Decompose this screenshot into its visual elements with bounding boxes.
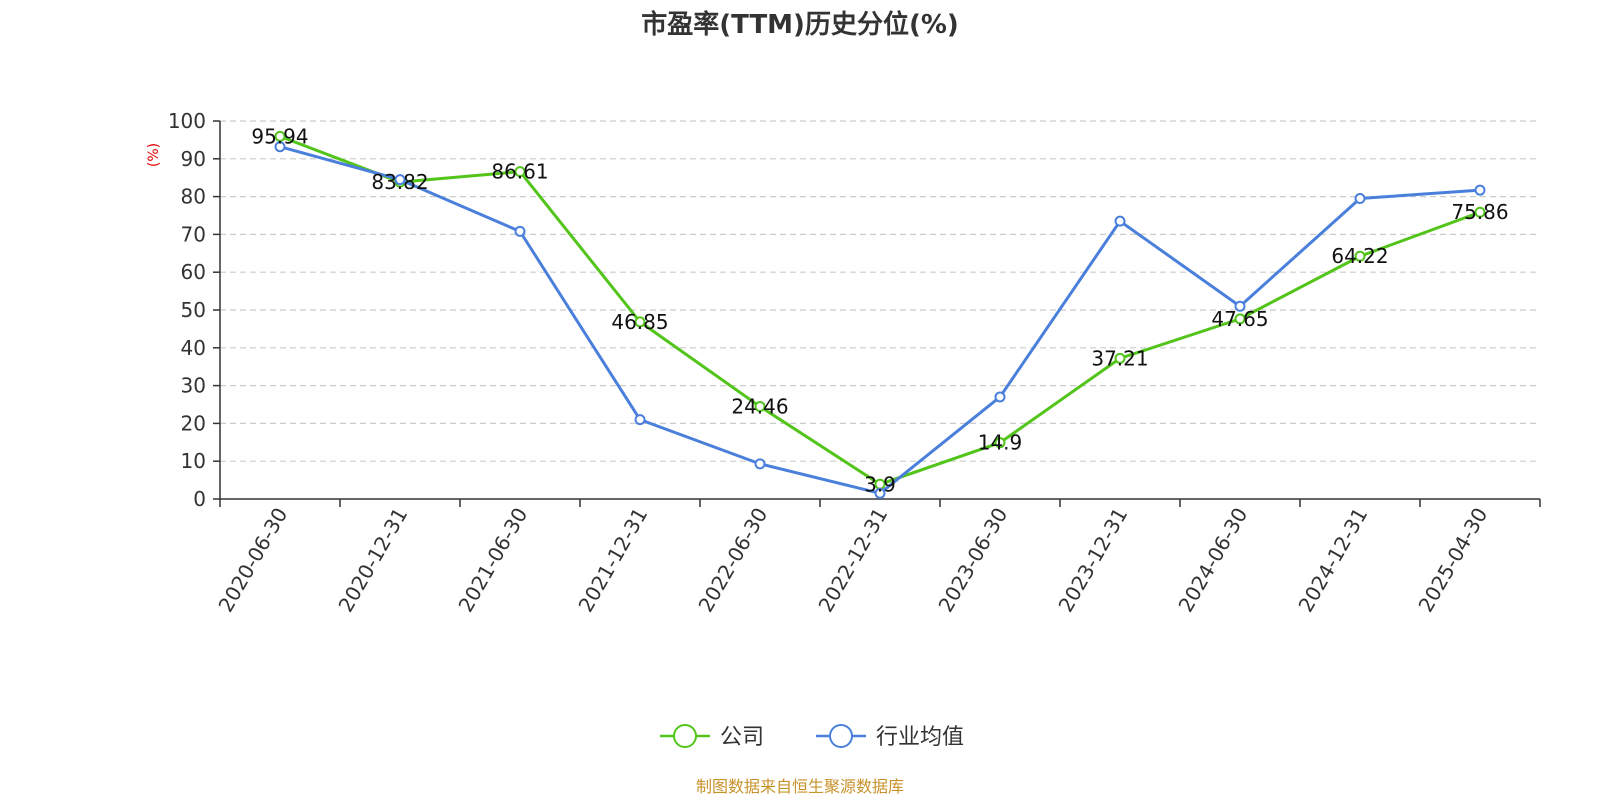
series-layer	[274, 130, 1486, 499]
legend-label: 行业均值	[876, 725, 964, 750]
y-tick-label: 0	[193, 487, 206, 511]
legend-item[interactable]: 公司	[660, 724, 764, 750]
data-label: 46.85	[611, 310, 668, 334]
data-point	[754, 401, 766, 413]
data-point	[1474, 206, 1486, 218]
data-label: 86.61	[491, 160, 548, 184]
series-line-2	[279, 145, 1481, 495]
y-tick-label: 70	[181, 222, 206, 246]
data-point	[994, 437, 1006, 449]
y-tick-label: 10	[181, 449, 206, 473]
data-point	[994, 391, 1006, 403]
data-point	[274, 141, 286, 153]
data-label: 83.82	[371, 170, 428, 194]
data-point	[514, 225, 526, 237]
x-tick-label: 2020-06-30	[213, 504, 292, 617]
data-label: 3.9	[864, 472, 896, 496]
chart-title: 市盈率(TTM)历史分位(%)	[641, 9, 959, 40]
y-tick-label: 50	[181, 298, 206, 322]
y-tick-label: 60	[181, 260, 206, 284]
y-tick-label: 40	[181, 336, 206, 360]
data-label: 95.94	[251, 124, 308, 148]
data-label: 47.65	[1211, 307, 1268, 331]
y-axis-label: (%)	[146, 143, 162, 167]
y-tick-label: 90	[181, 147, 206, 171]
x-tick-label: 2021-06-30	[453, 504, 532, 617]
data-label: 64.22	[1331, 244, 1388, 268]
x-tick-label: 2022-12-31	[813, 504, 892, 617]
x-tick-label: 2022-06-30	[693, 504, 772, 617]
data-point	[754, 458, 766, 470]
data-label: 75.86	[1451, 200, 1508, 224]
data-label: 24.46	[731, 395, 788, 419]
data-point	[634, 316, 646, 328]
data-point	[1234, 313, 1246, 325]
x-tick-label: 2024-12-31	[1293, 504, 1372, 617]
legend-item[interactable]: 行业均值	[816, 724, 964, 750]
data-point	[1474, 184, 1486, 196]
x-tick-label: 2023-06-30	[933, 504, 1012, 617]
y-tick-label: 30	[181, 374, 206, 398]
x-tick-label: 2023-12-31	[1053, 504, 1132, 617]
legend-label: 公司	[720, 725, 764, 750]
data-point	[1114, 215, 1126, 227]
y-tick-label: 20	[181, 411, 206, 435]
data-label-layer: 95.94 83.82 86.61 46.85 24.46 3.9 14.9 37.21 47.…	[251, 124, 1508, 496]
source-note: 制图数据来自恒生聚源数据库	[696, 777, 904, 796]
data-point	[274, 130, 286, 142]
x-tick-label: 2021-12-31	[573, 504, 652, 617]
y-tick-label: 80	[181, 185, 206, 209]
data-point	[394, 174, 406, 186]
legend[interactable]: 公司 行业均值	[660, 724, 964, 750]
data-label: 37.21	[1091, 346, 1148, 370]
data-label: 14.9	[978, 431, 1023, 455]
data-point	[514, 166, 526, 178]
data-point	[1354, 250, 1366, 262]
x-tick-label: 2025-04-30	[1413, 504, 1492, 617]
legend-marker	[673, 724, 697, 748]
data-point	[1354, 192, 1366, 204]
data-point	[1114, 352, 1126, 364]
legend-marker	[829, 724, 853, 748]
data-point	[634, 414, 646, 426]
grid-layer	[220, 120, 1540, 462]
x-tick-label: 2020-12-31	[333, 504, 412, 617]
y-tick-label: 100	[168, 109, 206, 133]
data-point	[1234, 300, 1246, 312]
x-tick-label: 2024-06-30	[1173, 504, 1252, 617]
data-point	[874, 487, 886, 499]
